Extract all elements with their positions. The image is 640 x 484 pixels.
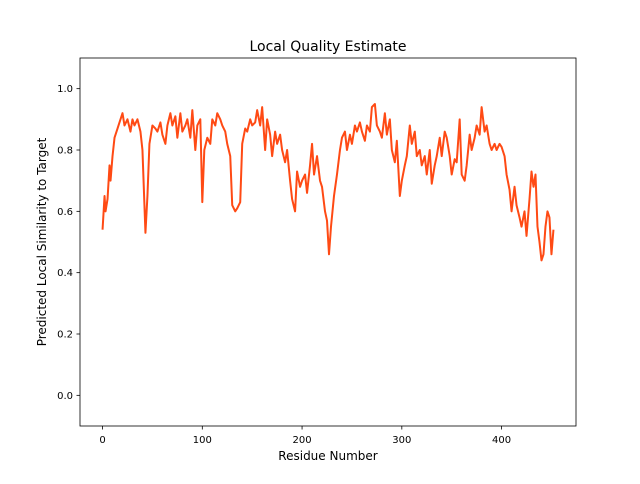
x-tick-label: 200 xyxy=(293,435,312,446)
x-tick-label: 100 xyxy=(193,435,212,446)
x-tick-label: 300 xyxy=(392,435,411,446)
x-tick-label: 400 xyxy=(492,435,511,446)
x-tick-label: 0 xyxy=(99,435,105,446)
y-tick-label: 0.8 xyxy=(57,146,73,157)
y-tick-label: 0.2 xyxy=(57,330,73,341)
plot-frame xyxy=(79,57,577,427)
y-tick-label: 0.0 xyxy=(57,391,73,402)
y-tick-label: 1.0 xyxy=(57,84,73,95)
y-tick-label: 0.6 xyxy=(57,207,73,218)
data-line xyxy=(101,103,555,262)
y-axis-label: Predicted Local Similarity to Target xyxy=(35,137,49,346)
x-axis-label: Residue Number xyxy=(278,449,377,463)
chart-title: Local Quality Estimate xyxy=(249,39,406,55)
y-tick-label: 0.4 xyxy=(57,268,73,279)
